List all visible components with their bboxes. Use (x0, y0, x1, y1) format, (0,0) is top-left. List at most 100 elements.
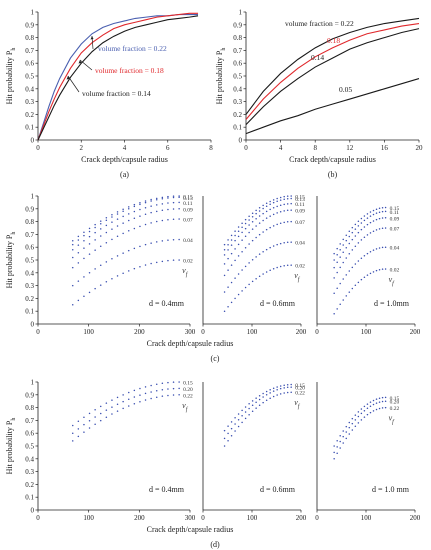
data-point (354, 419, 357, 421)
data-point (88, 291, 91, 294)
data-point (150, 211, 152, 214)
x-tick-label: 200 (134, 514, 145, 522)
x-axis-label: Crack depth/capsule radius (81, 155, 168, 164)
series-label: 0.15 (295, 383, 305, 389)
data-point (139, 201, 141, 204)
data-point (384, 210, 387, 213)
data-point (286, 221, 289, 223)
data-point (77, 428, 80, 430)
y-tick-label: 0.8 (233, 34, 242, 42)
data-point (269, 269, 271, 272)
data-point (255, 236, 257, 239)
data-point (378, 407, 381, 410)
data-point (348, 421, 351, 424)
data-point (234, 239, 236, 242)
data-point (272, 199, 275, 201)
data-point (241, 250, 243, 253)
data-point (384, 206, 387, 209)
data-point (333, 451, 335, 454)
data-point (272, 201, 275, 204)
data-point (172, 238, 175, 241)
arrow-head (90, 36, 94, 40)
data-point (127, 219, 130, 222)
data-point (286, 203, 289, 205)
data-point (290, 202, 292, 205)
data-point (230, 435, 233, 437)
data-point (234, 417, 236, 419)
y-tick-label: 0.6 (25, 244, 34, 252)
series-label: 0.02 (390, 267, 400, 273)
y-tick-label: 0.5 (25, 257, 34, 265)
data-point (83, 239, 85, 242)
data-point (94, 268, 96, 270)
x-tick-label: 0 (201, 328, 205, 336)
data-point (348, 235, 351, 238)
data-point (234, 259, 236, 262)
data-point (272, 206, 275, 209)
data-point (150, 200, 152, 202)
data-point (139, 245, 141, 248)
panel-label: d = 1.0 mm (372, 485, 410, 494)
data-point (77, 299, 80, 302)
data-point (348, 291, 351, 293)
data-point (366, 407, 369, 410)
series-line (245, 28, 420, 126)
data-point (122, 210, 124, 213)
data-point (223, 249, 226, 251)
data-point (251, 221, 254, 223)
data-point (357, 411, 360, 413)
data-point (276, 197, 278, 200)
data-point (248, 413, 250, 416)
data-point (227, 440, 229, 442)
data-point (94, 249, 96, 251)
vf-symbol: vf (294, 271, 301, 283)
data-point (105, 241, 108, 244)
data-point (363, 236, 366, 238)
data-point (139, 387, 141, 390)
data-point (94, 287, 96, 290)
data-point (172, 196, 175, 199)
data-point (248, 219, 250, 221)
data-point (342, 244, 344, 246)
data-point (99, 223, 102, 225)
data-point (336, 261, 338, 263)
data-point (269, 397, 271, 400)
data-point (178, 387, 180, 390)
data-point (290, 195, 292, 197)
data-point (363, 219, 366, 222)
y-tick-label: 0.5 (25, 73, 34, 81)
data-point (342, 251, 344, 254)
data-point (155, 396, 158, 398)
y-tick-label: 0.2 (25, 295, 34, 303)
data-point (150, 397, 152, 400)
data-point (155, 261, 158, 264)
data-point (71, 440, 74, 442)
data-point (339, 440, 341, 443)
data-point (248, 215, 250, 218)
arrow-head (66, 76, 70, 80)
data-point (372, 249, 375, 251)
data-point (360, 222, 363, 224)
data-point (167, 202, 169, 204)
data-point (372, 410, 375, 412)
data-point (375, 229, 378, 231)
data-point (161, 382, 164, 385)
data-point (255, 401, 257, 403)
data-point (139, 203, 141, 206)
data-point (105, 261, 108, 263)
data-point (348, 270, 351, 272)
data-point (381, 396, 384, 399)
data-point (83, 257, 85, 260)
data-point (99, 284, 102, 286)
data-point (223, 243, 226, 246)
data-point (139, 208, 141, 211)
data-point (262, 392, 264, 395)
data-point (244, 265, 247, 268)
data-point (105, 416, 108, 418)
data-point (363, 416, 366, 418)
data-point (279, 204, 282, 206)
data-point (283, 198, 285, 201)
data-point (116, 225, 119, 227)
data-point (342, 442, 344, 444)
data-point (381, 400, 384, 403)
